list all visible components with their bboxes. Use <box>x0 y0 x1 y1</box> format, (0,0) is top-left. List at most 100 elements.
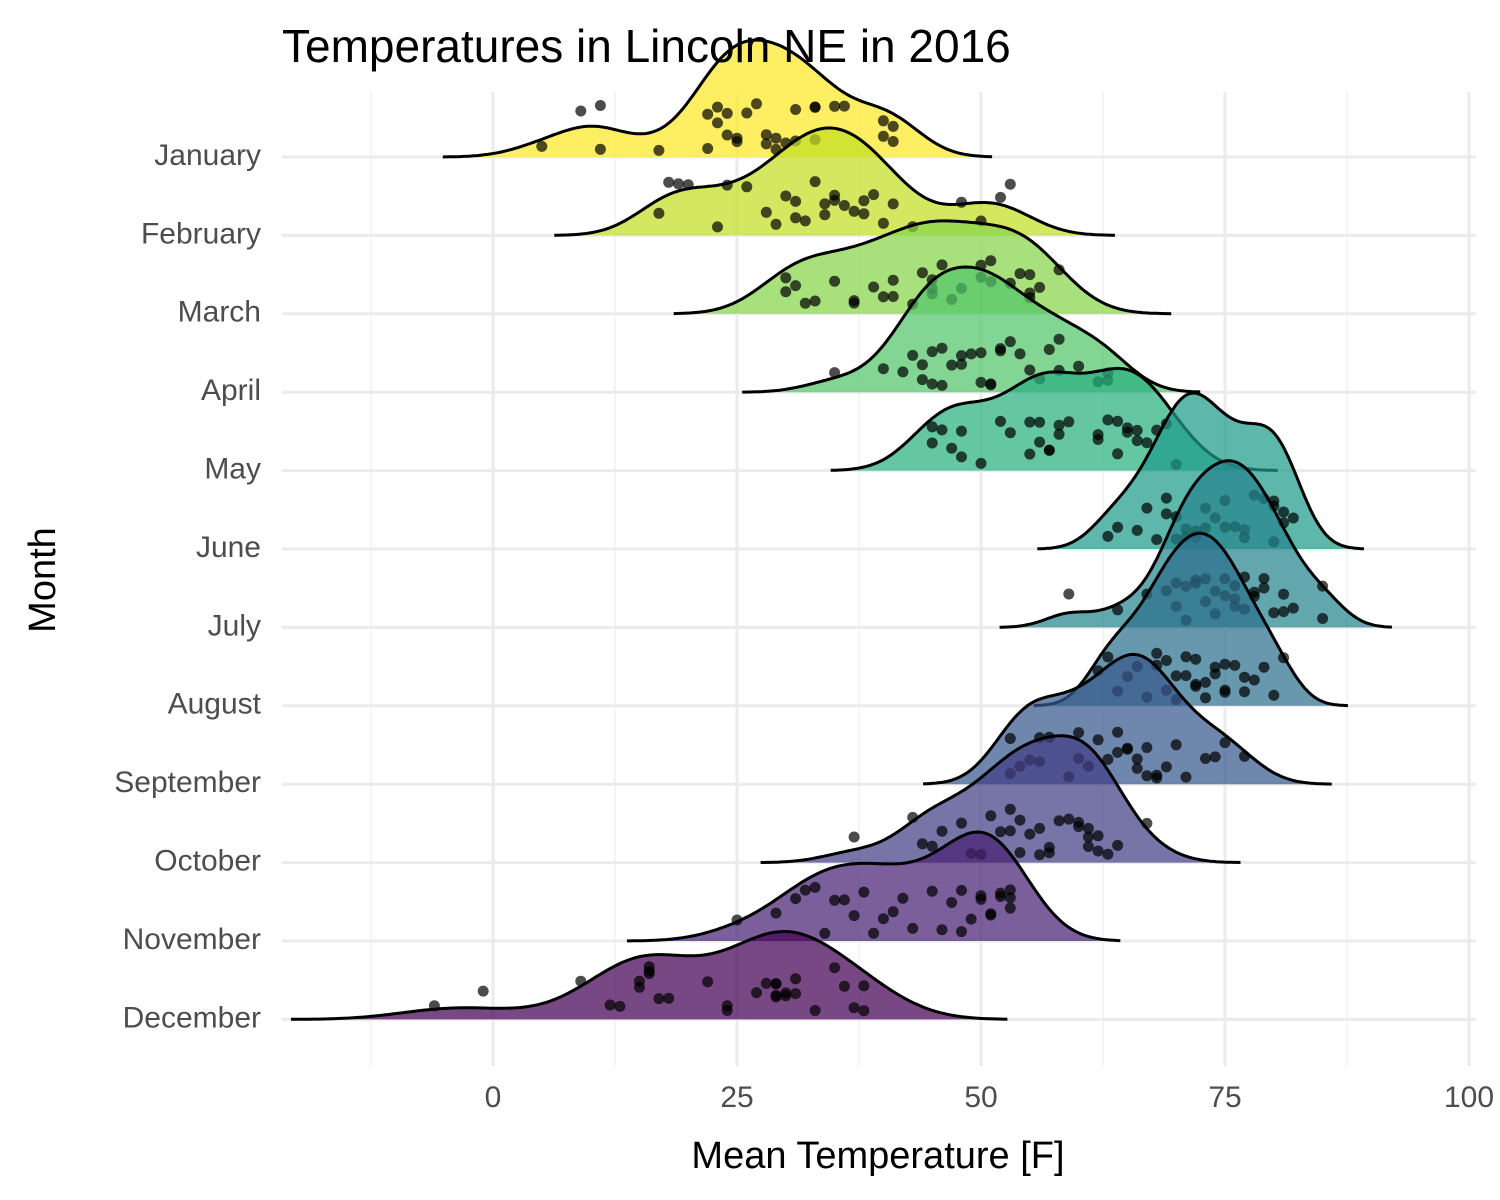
data-point <box>751 98 762 110</box>
data-point <box>995 887 1006 899</box>
y-tick-label: November <box>123 923 261 956</box>
data-point <box>1024 448 1036 460</box>
data-point <box>956 350 967 362</box>
data-point <box>1239 750 1250 762</box>
data-point <box>604 999 616 1011</box>
data-point <box>1034 281 1046 293</box>
data-point <box>995 826 1006 838</box>
data-point <box>1239 671 1250 683</box>
data-point <box>1112 521 1124 533</box>
data-point <box>1102 651 1114 663</box>
ridge-outline <box>673 219 1172 316</box>
data-point <box>936 379 948 391</box>
data-point <box>1004 803 1016 815</box>
data-point <box>760 138 772 150</box>
data-point <box>1014 348 1026 360</box>
data-point <box>985 255 997 267</box>
data-point <box>1239 686 1250 698</box>
y-tick-label: April <box>201 374 261 407</box>
data-point <box>614 1000 626 1012</box>
data-point <box>721 179 733 191</box>
data-point <box>819 198 831 210</box>
data-point <box>1131 753 1143 765</box>
data-point <box>946 442 958 454</box>
data-point <box>858 1005 870 1017</box>
data-point <box>1121 742 1133 754</box>
ridge-outline <box>627 830 1121 943</box>
data-point <box>985 908 997 920</box>
data-point <box>926 378 938 390</box>
data-point <box>760 206 772 218</box>
data-point <box>1082 841 1094 852</box>
data-point <box>838 200 850 211</box>
data-point <box>1268 689 1280 701</box>
data-point <box>995 415 1006 427</box>
ridge-march <box>673 219 1172 316</box>
data-point <box>877 913 889 925</box>
data-point <box>829 275 841 287</box>
data-point <box>1102 530 1114 542</box>
data-point <box>868 189 880 201</box>
y-axis-title: Month <box>22 527 64 633</box>
data-point <box>1053 419 1065 431</box>
data-point <box>799 297 811 309</box>
data-point <box>975 890 987 902</box>
data-point <box>760 129 772 141</box>
data-point <box>1170 670 1182 682</box>
ridge-outline <box>1037 391 1364 551</box>
data-point <box>790 973 802 985</box>
data-point <box>702 143 714 154</box>
y-tick-label: July <box>208 609 261 642</box>
data-point <box>790 280 802 292</box>
data-point <box>995 191 1006 203</box>
data-point <box>1258 573 1270 585</box>
data-point <box>956 817 967 829</box>
data-point <box>1160 761 1172 773</box>
data-point <box>1278 652 1290 664</box>
data-point <box>770 991 782 1003</box>
data-point <box>858 195 870 207</box>
data-point <box>702 108 714 120</box>
data-point <box>799 215 811 227</box>
data-point <box>956 926 967 938</box>
data-point <box>770 978 782 990</box>
data-point <box>1063 416 1075 428</box>
data-point <box>975 376 987 388</box>
data-point <box>829 194 841 206</box>
data-point <box>956 884 967 896</box>
x-tick-label: 100 <box>1444 1081 1494 1114</box>
data-point <box>1014 847 1026 859</box>
data-point <box>1190 680 1202 692</box>
data-point <box>1082 831 1094 843</box>
data-point <box>575 105 587 117</box>
data-point <box>1219 737 1231 749</box>
data-point <box>1287 512 1299 524</box>
y-tick-label: March <box>178 296 261 329</box>
data-point <box>1229 659 1241 671</box>
data-point <box>770 132 782 144</box>
data-point <box>1131 424 1143 436</box>
data-point <box>1141 770 1153 782</box>
data-point <box>848 910 860 922</box>
data-point <box>1160 508 1172 520</box>
data-point <box>741 107 753 119</box>
data-point <box>1151 647 1163 659</box>
data-point <box>1258 661 1270 673</box>
data-point <box>877 217 889 229</box>
ridge-area <box>742 267 1201 393</box>
data-point <box>1102 414 1114 426</box>
data-point <box>1092 429 1104 441</box>
data-point <box>1131 524 1143 536</box>
x-tick-label: 0 <box>485 1081 502 1114</box>
data-point <box>965 913 977 925</box>
data-point <box>790 988 802 1000</box>
data-point <box>721 107 733 119</box>
data-point <box>712 101 723 113</box>
ridge-november <box>627 830 1121 943</box>
data-point <box>985 379 997 391</box>
y-tick-label: May <box>204 453 261 486</box>
data-point <box>887 198 899 210</box>
data-point <box>1102 848 1114 860</box>
data-point <box>1112 726 1124 738</box>
